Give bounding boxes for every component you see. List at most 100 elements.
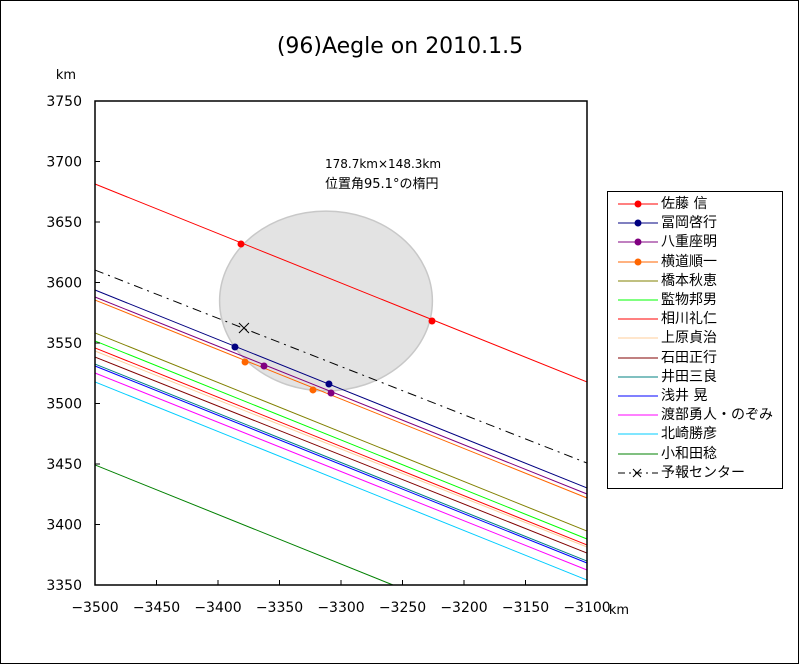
x-tick-label: −3350 <box>256 600 303 616</box>
legend-label: 予報センター <box>661 464 745 481</box>
legend-label: 相川礼仁 <box>661 311 717 328</box>
legend-item: 上原貞治 <box>608 329 782 347</box>
series-marker-1-1 <box>325 380 333 388</box>
legend-label: 井田三良 <box>661 368 717 385</box>
legend-label: 石田正行 <box>661 349 717 366</box>
legend-item: 冨岡啓行 <box>608 214 782 232</box>
legend-symbol <box>618 414 658 416</box>
series-marker-3-0 <box>241 358 249 366</box>
y-tick-label: 3400 <box>46 518 82 534</box>
legend-label: 浅井 晃 <box>661 388 708 404</box>
legend-item: 横道順一 <box>608 253 782 271</box>
legend-item: 相川礼仁 <box>608 310 782 328</box>
ellipse-annotation-size: 178.7km×148.3km <box>325 157 441 171</box>
series-line-12 <box>94 381 588 581</box>
legend-symbol <box>618 357 658 359</box>
legend-marker <box>634 258 642 266</box>
legend-symbol <box>618 318 658 320</box>
series-line-14 <box>94 269 588 464</box>
legend-label: 橋本秋恵 <box>661 272 717 289</box>
series-line-1 <box>94 289 588 489</box>
series-line-4 <box>94 332 588 532</box>
legend-item: 予報センター <box>608 464 782 482</box>
series-marker-2-0 <box>260 362 268 370</box>
legend-item: 石田正行 <box>608 349 782 367</box>
x-tick-label: −3200 <box>440 600 487 616</box>
legend-symbol <box>618 433 658 435</box>
series-line-8 <box>94 356 588 554</box>
legend-cross-marker <box>632 468 642 478</box>
x-tick-label: −3100 <box>563 600 610 616</box>
y-tick-label: 3350 <box>46 578 82 594</box>
series-line-3 <box>94 299 588 499</box>
series-line-0 <box>94 183 588 383</box>
series-marker-3-1 <box>309 386 317 394</box>
legend-item: 八重座明 <box>608 233 782 251</box>
y-tick-label: 3750 <box>46 94 82 110</box>
x-tick-label: −3300 <box>317 600 364 616</box>
series-marker-0-1 <box>428 317 436 325</box>
legend-marker <box>634 219 642 227</box>
legend-label: 渡部勇人・のぞみ <box>661 407 773 424</box>
legend-item: 浅井 晃 <box>608 387 782 405</box>
series-line-11 <box>94 372 588 571</box>
legend-item: 井田三良 <box>608 368 782 386</box>
x-tick-label: −3250 <box>379 600 426 616</box>
legend-label: 監物邦男 <box>661 292 717 308</box>
legend-item: 渡部勇人・のぞみ <box>608 406 782 424</box>
series-line-6 <box>94 347 588 546</box>
legend: 佐藤 信冨岡啓行八重座明横道順一橋本秋恵監物邦男相川礼仁上原貞治石田正行井田三良… <box>607 191 783 489</box>
series-marker-2-1 <box>327 389 335 397</box>
y-tick-label: 3650 <box>46 215 82 231</box>
legend-symbol <box>618 299 658 301</box>
legend-label: 佐藤 信 <box>661 196 708 212</box>
ellipse-annotation-angle: 位置角95.1°の楕円 <box>325 177 438 192</box>
y-tick-label: 3550 <box>46 336 82 352</box>
legend-symbol <box>618 200 658 208</box>
legend-symbol <box>618 468 658 478</box>
legend-symbol <box>618 238 658 246</box>
x-tick-label: −3400 <box>194 600 241 616</box>
x-tick-label: −3450 <box>133 600 180 616</box>
legend-item: 北崎勝彦 <box>608 425 782 443</box>
legend-symbol <box>618 280 658 282</box>
series-line-2 <box>94 296 588 495</box>
legend-label: 横道順一 <box>661 253 717 270</box>
legend-label: 上原貞治 <box>661 330 717 347</box>
y-tick-label: 3500 <box>46 397 82 413</box>
legend-symbol <box>618 219 658 227</box>
x-tick-label: −3500 <box>71 600 118 616</box>
legend-item: 佐藤 信 <box>608 195 782 213</box>
legend-label: 北崎勝彦 <box>661 426 717 443</box>
legend-item: 小和田稔 <box>608 445 782 463</box>
y-tick-label: 3600 <box>46 276 82 292</box>
legend-symbol <box>618 337 658 339</box>
y-tick-label: 3700 <box>46 155 82 171</box>
y-axis-label: km <box>56 68 76 83</box>
legend-marker <box>634 200 642 208</box>
legend-label: 小和田稔 <box>661 445 717 462</box>
legend-item: 監物邦男 <box>608 291 782 309</box>
legend-label: 八重座明 <box>661 234 717 251</box>
x-axis-label: km <box>609 603 629 618</box>
y-tick-label: 3450 <box>46 457 82 473</box>
forecast-cross-marker <box>238 322 250 334</box>
legend-symbol <box>618 376 658 378</box>
x-tick-label: −3150 <box>502 600 549 616</box>
chart-title: (96)Aegle on 2010.1.5 <box>277 34 523 59</box>
legend-marker <box>634 238 642 246</box>
series-line-5 <box>94 340 588 540</box>
legend-symbol <box>618 453 658 455</box>
legend-symbol <box>618 395 658 397</box>
series-line-13 <box>94 464 394 586</box>
series-line-9 <box>94 363 588 562</box>
legend-label: 冨岡啓行 <box>661 215 717 232</box>
series-line-7 <box>94 350 588 548</box>
series-marker-1-0 <box>231 343 239 351</box>
series-marker-0-0 <box>237 240 245 248</box>
error-ellipse <box>218 210 434 392</box>
legend-item: 橋本秋恵 <box>608 272 782 290</box>
legend-symbol <box>618 258 658 266</box>
series-line-10 <box>94 365 588 564</box>
